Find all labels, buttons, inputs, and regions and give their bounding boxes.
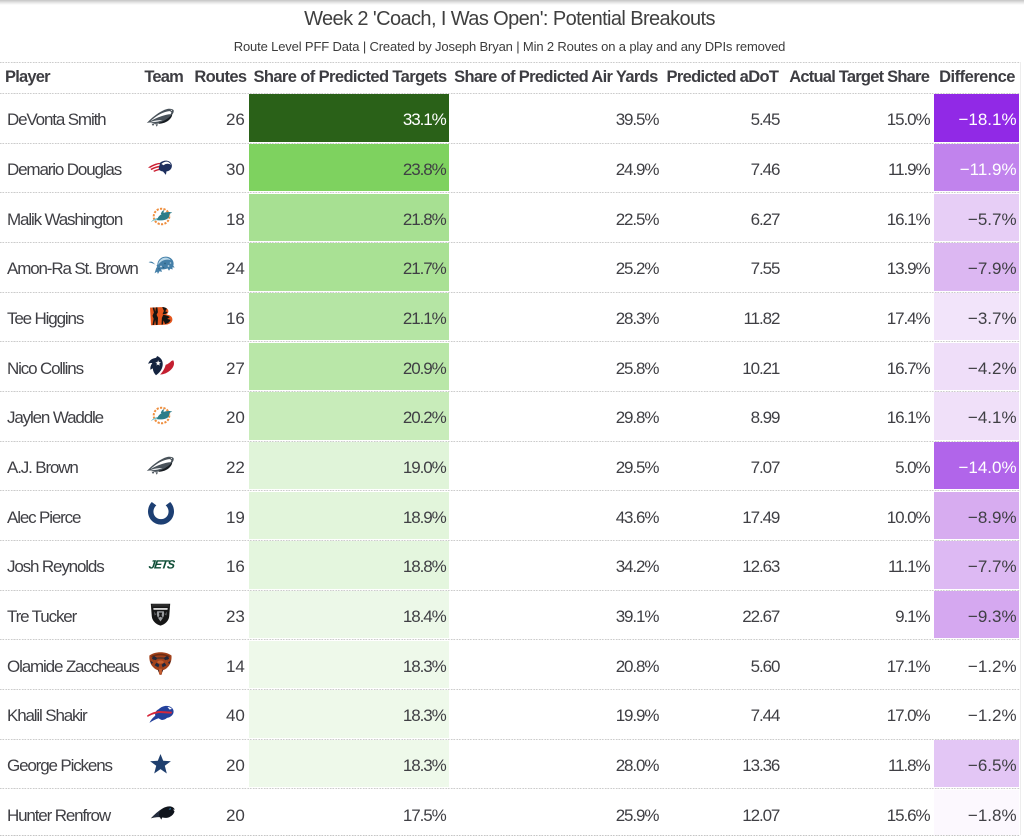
svg-text:JETS: JETS: [148, 558, 175, 569]
